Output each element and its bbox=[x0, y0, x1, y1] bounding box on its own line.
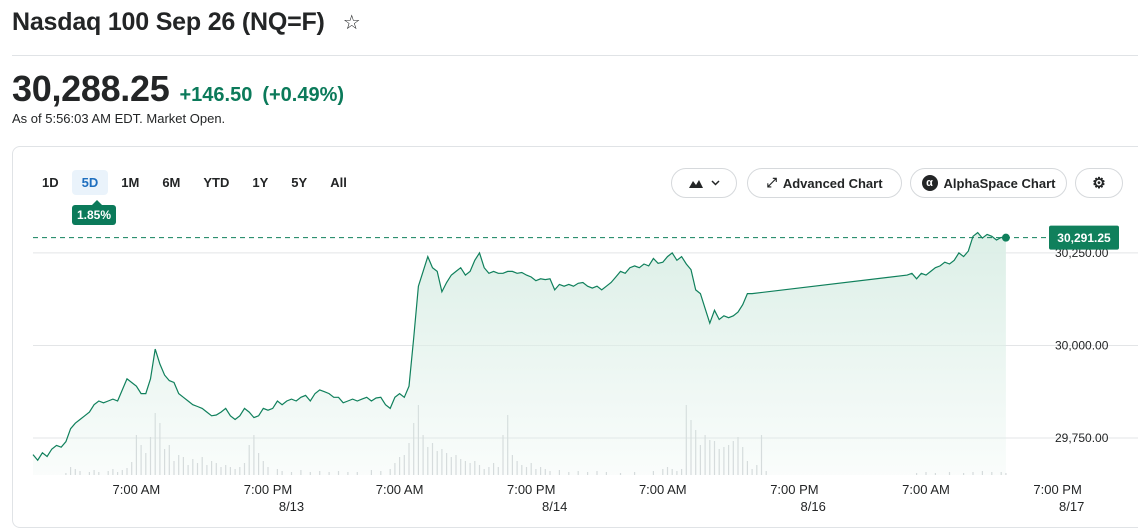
market-time: As of 5:56:03 AM EDT. Market Open. bbox=[12, 111, 226, 126]
range-1y[interactable]: 1Y bbox=[252, 175, 269, 190]
current-price-label: 30,291.25 bbox=[1057, 231, 1111, 245]
x-tick-label: 7:00 AM bbox=[902, 482, 950, 497]
price-line bbox=[32, 231, 1007, 462]
x-tick-label: 7:00 PM bbox=[770, 482, 818, 497]
page-title: Nasdaq 100 Sep 26 (NQ=F) bbox=[12, 8, 325, 36]
chart-settings-button[interactable]: ⚙ bbox=[1075, 168, 1123, 198]
x-tick-label: 7:00 PM bbox=[244, 482, 292, 497]
gear-icon: ⚙ bbox=[1092, 175, 1106, 192]
range-ytd[interactable]: YTD bbox=[203, 175, 230, 190]
mountain-chart-icon bbox=[688, 180, 703, 188]
range-5y[interactable]: 5Y bbox=[291, 175, 308, 190]
advanced-chart-button[interactable]: ⤢ Advanced Chart bbox=[747, 168, 902, 198]
chart-type-dropdown[interactable] bbox=[671, 168, 737, 198]
alphaspace-chart-button[interactable]: α AlphaSpace Chart bbox=[910, 168, 1067, 198]
range-1m[interactable]: 1M bbox=[121, 175, 140, 190]
range-1d[interactable]: 1D bbox=[42, 175, 59, 190]
header-divider bbox=[12, 55, 1138, 56]
date-label: 8/13 bbox=[279, 499, 304, 514]
title-row: Nasdaq 100 Sep 26 (NQ=F) ☆ bbox=[12, 8, 361, 37]
alphaspace-chart-label: AlphaSpace Chart bbox=[943, 175, 1056, 191]
date-label: 8/16 bbox=[801, 499, 826, 514]
advanced-chart-label: Advanced Chart bbox=[782, 175, 883, 191]
current-price-badge bbox=[1049, 225, 1119, 250]
range-6m[interactable]: 6M bbox=[162, 175, 181, 190]
expand-icon: ⤢ bbox=[766, 175, 777, 190]
price-change: +146.50 bbox=[179, 84, 253, 106]
price-change-percent: (+0.49%) bbox=[262, 84, 345, 106]
quote-row: 30,288.25 +146.50 (+0.49%) bbox=[12, 68, 344, 110]
range-selector: 1D 5D 1M 6M YTD 1Y 5Y All bbox=[32, 170, 360, 195]
price-area bbox=[33, 232, 1006, 475]
x-tick-label: 7:00 AM bbox=[376, 482, 424, 497]
current-price-dot bbox=[1001, 233, 1010, 242]
star-icon[interactable]: ☆ bbox=[342, 12, 361, 34]
x-tick-label: 7:00 PM bbox=[1033, 482, 1081, 497]
range-change-badge: 1.85% bbox=[72, 200, 117, 225]
alpha-icon: α bbox=[921, 175, 938, 191]
x-tick-label: 7:00 AM bbox=[113, 482, 161, 497]
date-label: 8/14 bbox=[542, 499, 567, 514]
last-price: 30,288.25 bbox=[12, 68, 170, 109]
range-5d[interactable]: 5D bbox=[71, 170, 109, 195]
range-all[interactable]: All bbox=[330, 175, 347, 190]
x-tick-label: 7:00 PM bbox=[507, 482, 555, 497]
y-tick-label: 30,000.00 bbox=[1055, 338, 1109, 352]
chevron-down-icon bbox=[710, 180, 720, 186]
date-label: 8/17 bbox=[1059, 499, 1084, 514]
x-tick-label: 7:00 AM bbox=[639, 482, 687, 497]
y-tick-label: 29,750.00 bbox=[1055, 431, 1109, 445]
